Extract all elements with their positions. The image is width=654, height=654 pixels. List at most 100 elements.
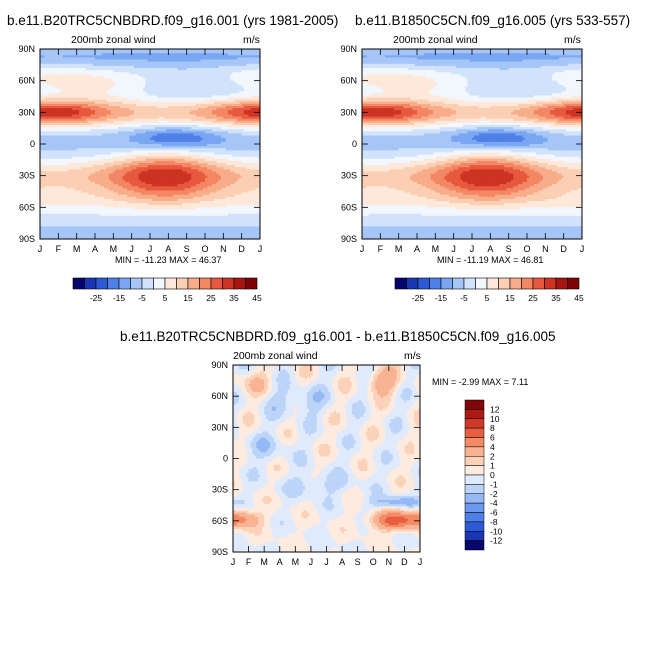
heatmap-cell bbox=[72, 175, 75, 179]
heatmap-cell bbox=[115, 171, 119, 174]
heatmap-cell bbox=[140, 65, 144, 69]
heatmap-cell bbox=[136, 72, 139, 75]
heatmap-cell bbox=[74, 211, 78, 215]
heatmap-cell bbox=[58, 228, 61, 231]
heatmap-cell bbox=[161, 135, 165, 139]
heatmap-cell bbox=[83, 194, 87, 198]
heatmap-cell bbox=[156, 150, 160, 153]
heatmap-cell bbox=[72, 84, 75, 88]
heatmap-cell bbox=[95, 215, 98, 219]
heatmap-cell bbox=[115, 179, 119, 183]
heatmap-cell bbox=[143, 232, 146, 236]
heatmap-cell bbox=[152, 186, 155, 189]
heatmap-cell bbox=[159, 211, 162, 215]
heatmap-cell bbox=[53, 101, 57, 105]
heatmap-cell bbox=[140, 175, 144, 179]
heatmap-cell bbox=[131, 184, 135, 187]
heatmap-cell bbox=[65, 150, 68, 153]
heatmap-cell bbox=[49, 236, 52, 240]
heatmap-cell bbox=[65, 148, 68, 151]
heatmap-cell bbox=[62, 232, 66, 236]
heatmap-cell bbox=[42, 103, 45, 107]
heatmap-cell bbox=[58, 97, 61, 101]
heatmap-cell bbox=[88, 165, 91, 168]
heatmap-cell bbox=[120, 84, 123, 88]
heatmap-cell bbox=[97, 122, 100, 126]
heatmap-cell bbox=[95, 116, 98, 120]
heatmap-cell bbox=[72, 116, 75, 120]
heatmap-cell bbox=[113, 209, 116, 212]
heatmap-cell bbox=[83, 112, 87, 115]
heatmap-cell bbox=[117, 118, 121, 122]
heatmap-cell bbox=[81, 74, 84, 77]
heatmap-cell bbox=[140, 74, 144, 77]
heatmap-cell bbox=[76, 78, 80, 82]
heatmap-cell bbox=[74, 137, 78, 141]
heatmap-cell bbox=[152, 217, 155, 221]
heatmap-cell bbox=[159, 177, 162, 181]
heatmap-cell bbox=[113, 152, 116, 155]
heatmap-cell bbox=[111, 87, 114, 90]
heatmap-cell bbox=[81, 99, 84, 103]
heatmap-cell bbox=[111, 93, 114, 96]
heatmap-cell bbox=[122, 59, 126, 63]
heatmap-cell bbox=[69, 209, 73, 212]
heatmap-cell bbox=[99, 106, 103, 109]
heatmap-cell bbox=[95, 82, 98, 86]
heatmap-cell bbox=[78, 220, 82, 223]
heatmap-cell bbox=[95, 226, 98, 229]
heatmap-cell bbox=[101, 158, 105, 162]
heatmap-cell bbox=[60, 108, 64, 111]
heatmap-cell bbox=[131, 196, 135, 200]
heatmap-cell bbox=[111, 59, 114, 63]
heatmap-cell bbox=[104, 110, 107, 113]
heatmap-cell bbox=[97, 230, 100, 234]
heatmap-cell bbox=[104, 209, 107, 212]
heatmap-cell bbox=[147, 224, 151, 227]
heatmap-cell bbox=[101, 220, 105, 223]
heatmap-cell bbox=[133, 144, 137, 147]
heatmap-cell bbox=[67, 167, 71, 170]
heatmap-cell bbox=[97, 158, 100, 162]
heatmap-cell bbox=[117, 217, 121, 221]
heatmap-cell bbox=[143, 84, 146, 88]
heatmap-cell bbox=[145, 144, 149, 147]
heatmap-cell bbox=[92, 114, 96, 117]
heatmap-cell bbox=[83, 169, 87, 172]
heatmap-cell bbox=[53, 203, 57, 206]
heatmap-cell bbox=[81, 68, 84, 71]
heatmap-cell bbox=[133, 150, 137, 153]
heatmap-cell bbox=[111, 188, 114, 191]
heatmap-cell bbox=[62, 207, 66, 210]
heatmap-cell bbox=[53, 103, 57, 107]
heatmap-cell bbox=[106, 230, 110, 234]
heatmap-cell bbox=[49, 95, 52, 98]
heatmap-cell bbox=[76, 213, 80, 217]
heatmap-cell bbox=[104, 182, 107, 185]
heatmap-cell bbox=[40, 150, 43, 153]
heatmap-cell bbox=[111, 72, 114, 75]
heatmap-cell bbox=[166, 89, 169, 92]
heatmap-cell bbox=[159, 139, 162, 143]
heatmap-cell bbox=[49, 103, 52, 107]
heatmap-cell bbox=[53, 125, 57, 128]
heatmap-cell bbox=[97, 112, 100, 115]
heatmap-cell bbox=[76, 135, 80, 139]
heatmap-cell bbox=[49, 184, 52, 187]
heatmap-cell bbox=[53, 165, 57, 168]
heatmap-cell bbox=[104, 78, 107, 82]
heatmap-cell bbox=[60, 177, 64, 181]
heatmap-cell bbox=[40, 89, 43, 92]
heatmap-cell bbox=[140, 137, 144, 141]
heatmap-cell bbox=[95, 173, 98, 177]
heatmap-cell bbox=[101, 129, 105, 132]
heatmap-cell bbox=[99, 226, 103, 229]
heatmap-cell bbox=[74, 232, 78, 236]
heatmap-cell bbox=[67, 122, 71, 126]
heatmap-cell bbox=[76, 120, 80, 124]
heatmap-cell bbox=[58, 108, 61, 111]
heatmap-cell bbox=[115, 228, 119, 231]
heatmap-cell bbox=[140, 232, 144, 236]
heatmap-cell bbox=[150, 59, 153, 63]
heatmap-cell bbox=[95, 133, 98, 136]
